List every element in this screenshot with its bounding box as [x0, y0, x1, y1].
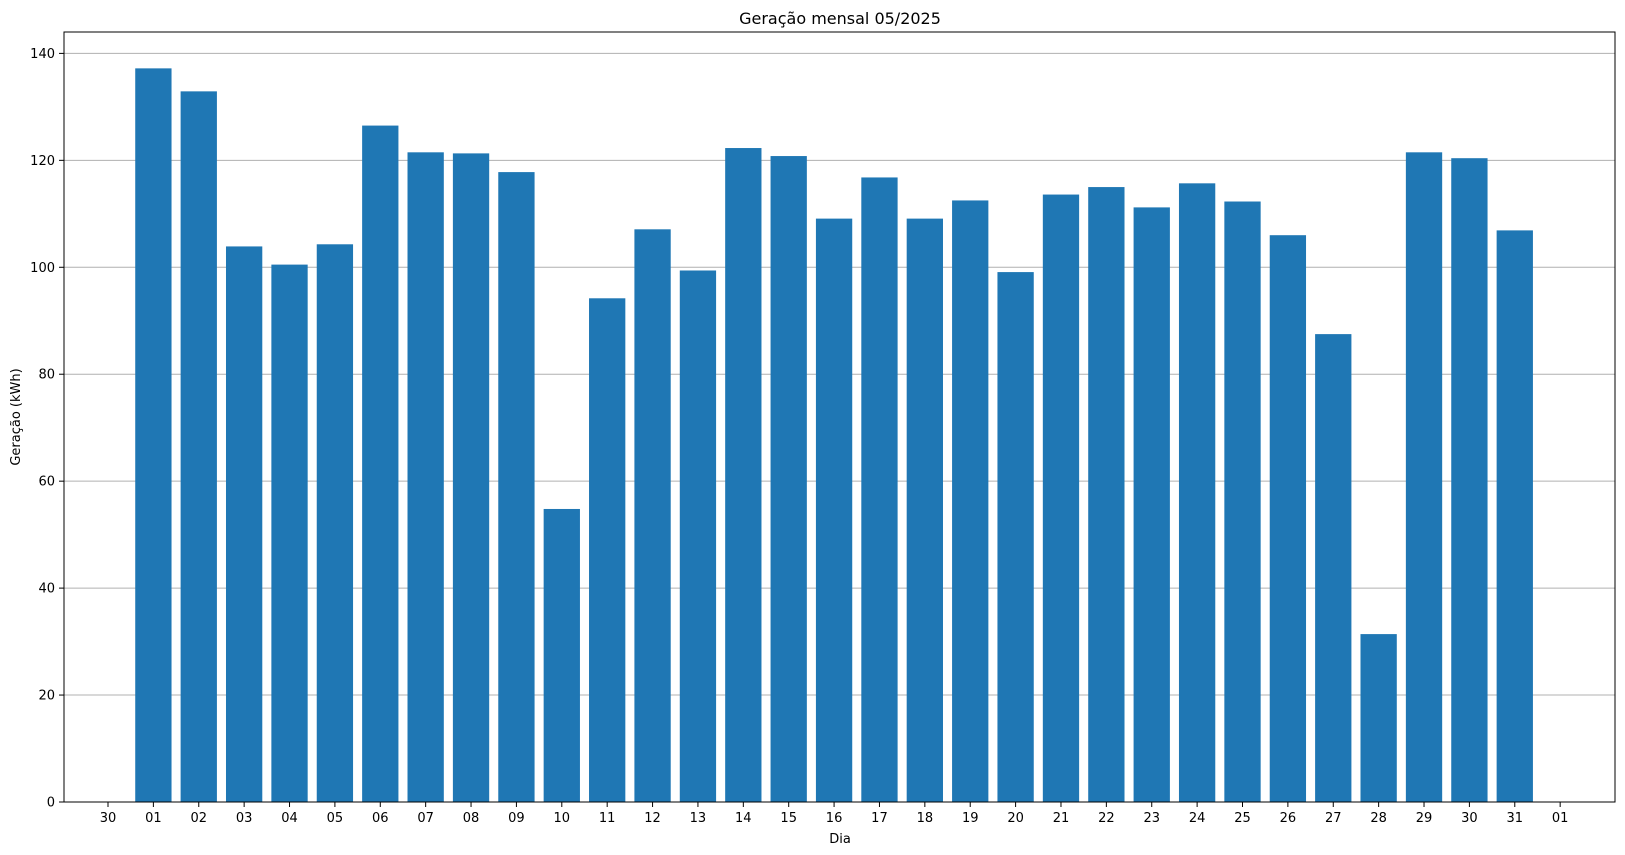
y-tick-label: 80	[38, 368, 55, 383]
x-tick-label: 30	[100, 811, 117, 826]
bar-day-21	[1042, 194, 1080, 803]
x-tick-label: 22	[1098, 811, 1115, 826]
chart-title: Geração mensal 05/2025	[739, 9, 941, 28]
bar-day-17	[861, 177, 898, 802]
bar-day-03	[225, 246, 263, 803]
y-tick-label: 60	[38, 475, 55, 490]
bars	[135, 68, 1533, 803]
x-tick-label: 02	[190, 811, 207, 826]
bar-day-10	[543, 508, 580, 802]
bar-day-19	[952, 200, 989, 802]
bar-day-11	[589, 298, 626, 802]
bar-day-18	[906, 218, 943, 803]
y-axis-label: Geração (kWh)	[9, 368, 24, 465]
x-tick-label: 10	[554, 811, 571, 826]
y-tick-label: 120	[30, 154, 55, 169]
y-tick-label: 0	[47, 796, 55, 811]
bar-day-06	[362, 125, 399, 802]
x-tick-label: 09	[508, 811, 525, 826]
plot-frame	[63, 31, 1616, 803]
x-tick-label: 01	[1552, 811, 1569, 826]
x-tick-label: 14	[735, 811, 752, 826]
x-tick-label: 26	[1280, 811, 1297, 826]
x-tick-label: 01	[145, 811, 162, 826]
x-tick-label: 24	[1189, 811, 1206, 826]
x-tick-label: 29	[1416, 811, 1433, 826]
x-tick-label: 06	[372, 811, 389, 826]
bar-day-02	[180, 91, 217, 802]
x-tick-label: 28	[1370, 811, 1387, 826]
bar-day-22	[1088, 187, 1125, 802]
y-axis: 0 20 40 60 80 100 120 140	[30, 47, 64, 811]
x-tick-label: 25	[1234, 811, 1251, 826]
bar-day-27	[1315, 334, 1352, 802]
bar-day-07	[407, 152, 444, 802]
bar-day-13	[679, 270, 717, 803]
bar-day-30	[1451, 158, 1488, 802]
x-tick-label: 15	[780, 811, 797, 826]
x-tick-label: 03	[236, 811, 253, 826]
x-tick-label: 11	[599, 811, 616, 826]
x-tick-label: 07	[417, 811, 434, 826]
y-tick-label: 20	[38, 689, 55, 704]
y-tick-label: 40	[38, 582, 55, 597]
bar-day-31	[1496, 230, 1533, 802]
x-tick-label: 12	[644, 811, 661, 826]
x-tick-label: 13	[690, 811, 707, 826]
bar-day-23	[1133, 207, 1170, 802]
x-tick-label: 19	[962, 811, 979, 826]
x-tick-label: 17	[871, 811, 888, 826]
bar-day-09	[498, 172, 535, 802]
bar-day-15	[770, 156, 807, 803]
x-tick-label: 08	[463, 811, 480, 826]
bar-day-01	[135, 68, 172, 803]
bar-day-16	[815, 218, 853, 803]
x-tick-label: 23	[1143, 811, 1160, 826]
bar-day-20	[997, 272, 1034, 802]
x-tick-label: 31	[1507, 811, 1524, 826]
x-axis-label: Dia	[829, 832, 851, 847]
y-tick-label: 140	[30, 47, 55, 62]
bar-day-05	[316, 244, 354, 802]
bar-day-25	[1224, 201, 1261, 802]
bar-day-29	[1405, 152, 1443, 802]
bar-day-14	[725, 148, 762, 802]
bar-day-26	[1269, 235, 1307, 802]
x-axis: 30 01 02 03 04 05 06 07 08 09 10 11 12 13 14 15 16 17 18 19…	[100, 802, 1569, 826]
bar-day-08	[452, 153, 490, 802]
x-tick-label: 30	[1461, 811, 1478, 826]
bar-day-04	[271, 264, 308, 803]
x-tick-label: 16	[826, 811, 843, 826]
bar-day-12	[634, 229, 671, 802]
x-tick-label: 05	[327, 811, 344, 826]
x-tick-label: 04	[281, 811, 298, 826]
bar-day-24	[1178, 183, 1216, 802]
y-tick-label: 100	[30, 261, 55, 276]
x-tick-label: 27	[1325, 811, 1342, 826]
x-tick-label: 18	[917, 811, 934, 826]
bar-day-28	[1360, 634, 1397, 802]
x-tick-label: 20	[1007, 811, 1024, 826]
x-tick-label: 21	[1053, 811, 1070, 826]
